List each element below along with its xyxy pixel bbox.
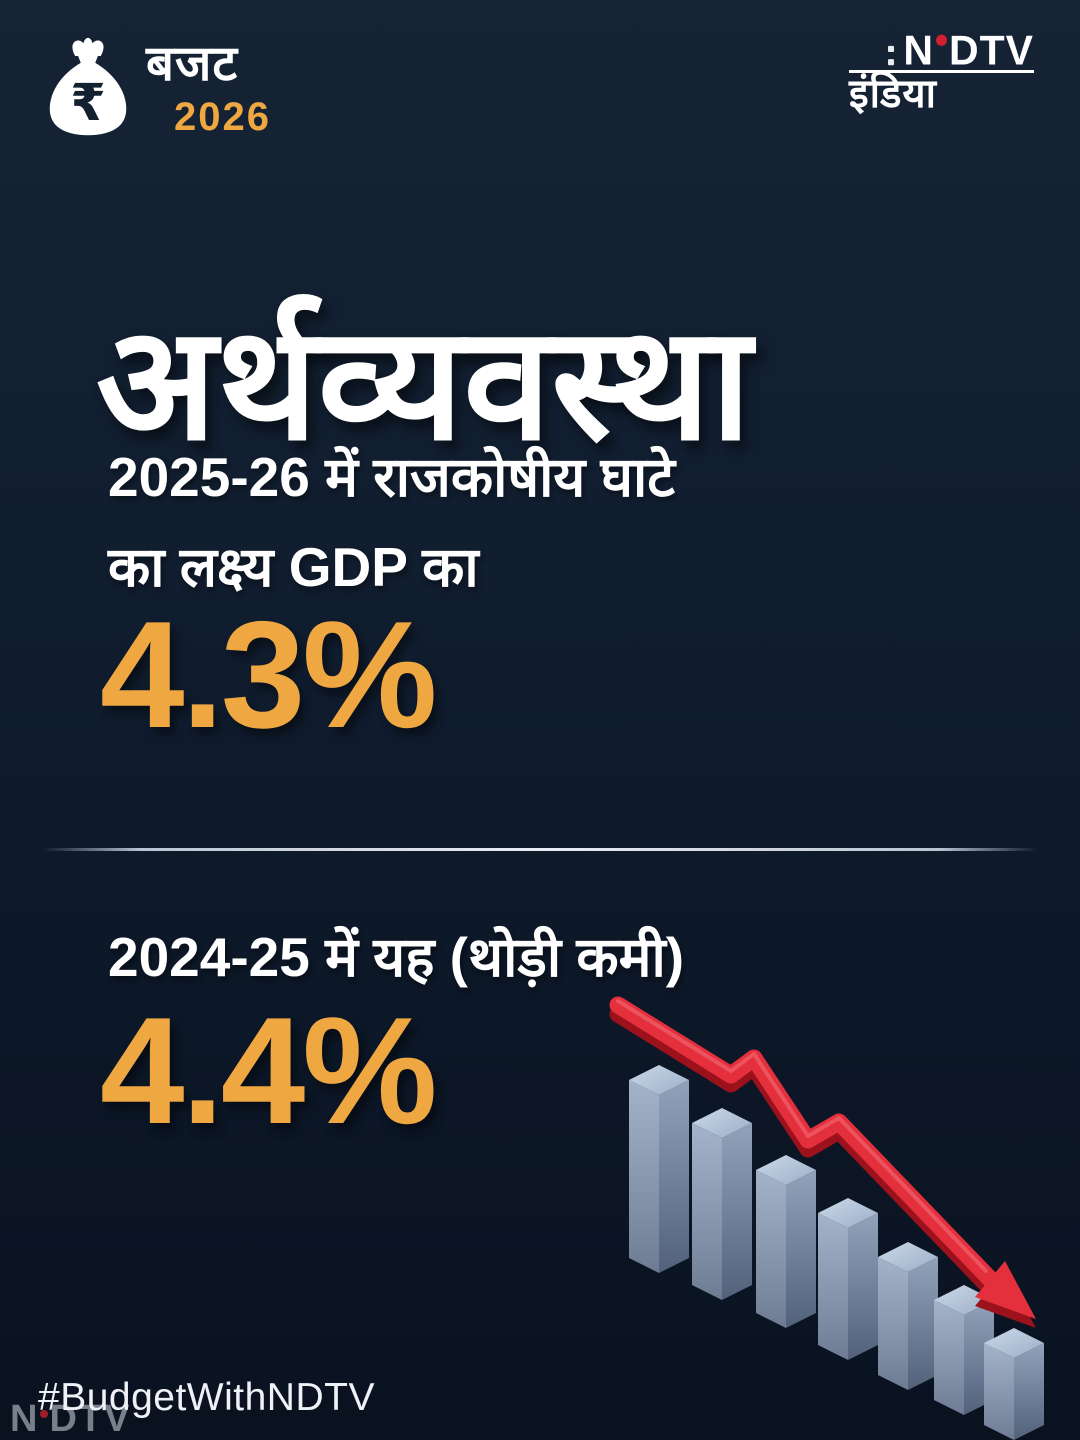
rupee-symbol: ₹ bbox=[70, 74, 106, 131]
stat-1-line-1: 2025-26 में राजकोषीय घाटे bbox=[108, 446, 676, 508]
ndtv-colon-dots-icon bbox=[888, 45, 895, 65]
stat-1-value: 4.3% bbox=[100, 590, 437, 760]
ndtv-red-dot-icon bbox=[936, 34, 947, 46]
budget-year: 2026 bbox=[174, 95, 271, 139]
bar-4 bbox=[818, 1198, 878, 1360]
money-bag-icon: ₹ bbox=[49, 37, 127, 136]
watermark-letters-dtv: DTV bbox=[49, 1398, 132, 1440]
ndtv-watermark: N DTV bbox=[10, 1398, 132, 1440]
declining-bar-chart-illustration bbox=[609, 996, 1044, 1440]
section-divider bbox=[42, 848, 1038, 851]
ndtv-wordmark: N DTV bbox=[849, 26, 1034, 74]
budget-logo: ₹ बजट 2026 bbox=[42, 36, 271, 140]
ndtv-letters-dtv: DTV bbox=[949, 26, 1034, 74]
watermark-red-dot-icon bbox=[40, 1410, 49, 1419]
budget-logo-text: बजट 2026 bbox=[146, 36, 271, 140]
bar-7 bbox=[984, 1328, 1044, 1440]
ndtv-subtitle: इंडिया bbox=[849, 71, 937, 116]
ndtv-india-logo: N DTV इंडिया bbox=[849, 26, 1034, 116]
budget-title: बजट bbox=[146, 37, 239, 91]
bar-5 bbox=[878, 1242, 938, 1390]
hashtag: #BudgetWithNDTV bbox=[38, 1376, 375, 1419]
page-title: अर्थव्यवस्था bbox=[96, 295, 752, 472]
stat-1-description: 2025-26 में राजकोषीय घाटे का लक्ष्य GDP … bbox=[108, 432, 675, 612]
declining-arrow-icon bbox=[609, 996, 1036, 1328]
bar-2 bbox=[692, 1108, 752, 1300]
stat-1-line-2: का लक्ष्य GDP का bbox=[108, 536, 479, 598]
stat-2-value: 4.4% bbox=[100, 986, 437, 1156]
stat-2-line-1: 2024-25 में यह (थोड़ी कमी) bbox=[108, 926, 685, 988]
ndtv-logo-rule bbox=[849, 69, 1034, 73]
stat-2-description: 2024-25 में यह (थोड़ी कमी) bbox=[108, 912, 684, 1002]
bar-1 bbox=[629, 1065, 689, 1273]
watermark-letter-n: N bbox=[10, 1398, 40, 1440]
bar-3 bbox=[756, 1155, 816, 1328]
ndtv-letter-n: N bbox=[903, 26, 934, 74]
